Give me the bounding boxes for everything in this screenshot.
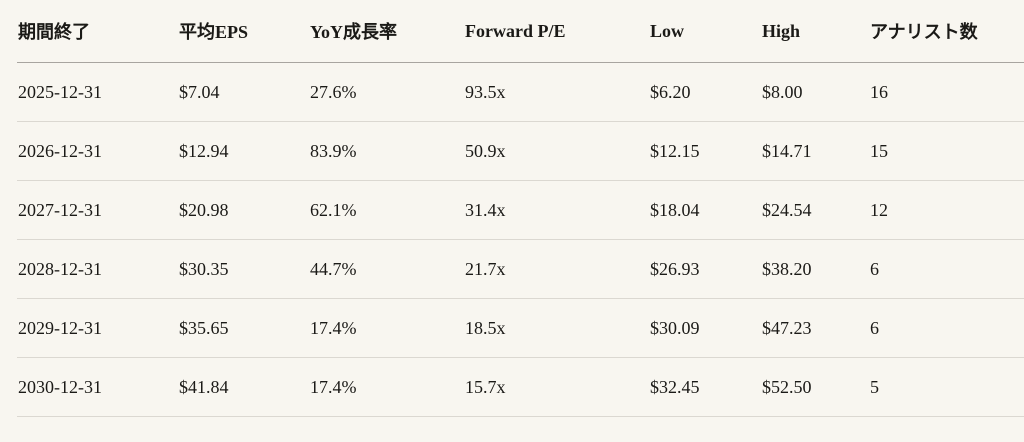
cell-analyst-count: 5: [869, 357, 1024, 417]
cell-forward-pe: 31.4x: [464, 180, 649, 240]
col-header-high: High: [761, 0, 869, 63]
cell-low: $30.09: [649, 298, 761, 358]
cell-analyst-count: 15: [869, 121, 1024, 181]
table-row: 2026-12-31 $12.94 83.9% 50.9x $12.15 $14…: [17, 121, 1024, 181]
cell-avg-eps: $41.84: [178, 357, 309, 417]
eps-estimates-section: 期間終了 平均EPS YoY成長率 Forward P/E Low High ア…: [17, 0, 1024, 417]
cell-forward-pe: 21.7x: [464, 239, 649, 299]
cell-low: $26.93: [649, 239, 761, 299]
cell-forward-pe: 93.5x: [464, 62, 649, 122]
table-row: 2030-12-31 $41.84 17.4% 15.7x $32.45 $52…: [17, 357, 1024, 417]
cell-high: $52.50: [761, 357, 869, 417]
cell-yoy-growth: 83.9%: [309, 121, 464, 181]
cell-avg-eps: $20.98: [178, 180, 309, 240]
cell-period-end: 2028-12-31: [17, 239, 178, 299]
eps-estimates-table: 期間終了 平均EPS YoY成長率 Forward P/E Low High ア…: [17, 0, 1024, 417]
cell-period-end: 2027-12-31: [17, 180, 178, 240]
col-header-low: Low: [649, 0, 761, 63]
cell-period-end: 2030-12-31: [17, 357, 178, 417]
cell-analyst-count: 6: [869, 298, 1024, 358]
cell-forward-pe: 15.7x: [464, 357, 649, 417]
col-header-period-end: 期間終了: [17, 0, 178, 63]
cell-high: $47.23: [761, 298, 869, 358]
cell-period-end: 2029-12-31: [17, 298, 178, 358]
header-row: 期間終了 平均EPS YoY成長率 Forward P/E Low High ア…: [17, 0, 1024, 63]
col-header-yoy-growth: YoY成長率: [309, 0, 464, 63]
cell-analyst-count: 12: [869, 180, 1024, 240]
cell-high: $8.00: [761, 62, 869, 122]
cell-high: $24.54: [761, 180, 869, 240]
cell-forward-pe: 50.9x: [464, 121, 649, 181]
cell-analyst-count: 6: [869, 239, 1024, 299]
cell-yoy-growth: 62.1%: [309, 180, 464, 240]
cell-forward-pe: 18.5x: [464, 298, 649, 358]
col-header-avg-eps: 平均EPS: [178, 0, 309, 63]
cell-low: $12.15: [649, 121, 761, 181]
cell-low: $18.04: [649, 180, 761, 240]
cell-period-end: 2026-12-31: [17, 121, 178, 181]
cell-avg-eps: $7.04: [178, 62, 309, 122]
table-row: 2028-12-31 $30.35 44.7% 21.7x $26.93 $38…: [17, 239, 1024, 299]
cell-yoy-growth: 17.4%: [309, 298, 464, 358]
col-header-forward-pe: Forward P/E: [464, 0, 649, 63]
cell-period-end: 2025-12-31: [17, 62, 178, 122]
cell-low: $6.20: [649, 62, 761, 122]
table-row: 2027-12-31 $20.98 62.1% 31.4x $18.04 $24…: [17, 180, 1024, 240]
cell-avg-eps: $12.94: [178, 121, 309, 181]
cell-avg-eps: $35.65: [178, 298, 309, 358]
table-row: 2025-12-31 $7.04 27.6% 93.5x $6.20 $8.00…: [17, 62, 1024, 122]
cell-high: $38.20: [761, 239, 869, 299]
cell-avg-eps: $30.35: [178, 239, 309, 299]
cell-low: $32.45: [649, 357, 761, 417]
col-header-analyst-count: アナリスト数: [869, 0, 1024, 63]
cell-analyst-count: 16: [869, 62, 1024, 122]
cell-yoy-growth: 44.7%: [309, 239, 464, 299]
cell-high: $14.71: [761, 121, 869, 181]
cell-yoy-growth: 17.4%: [309, 357, 464, 417]
table-row: 2029-12-31 $35.65 17.4% 18.5x $30.09 $47…: [17, 298, 1024, 358]
cell-yoy-growth: 27.6%: [309, 62, 464, 122]
